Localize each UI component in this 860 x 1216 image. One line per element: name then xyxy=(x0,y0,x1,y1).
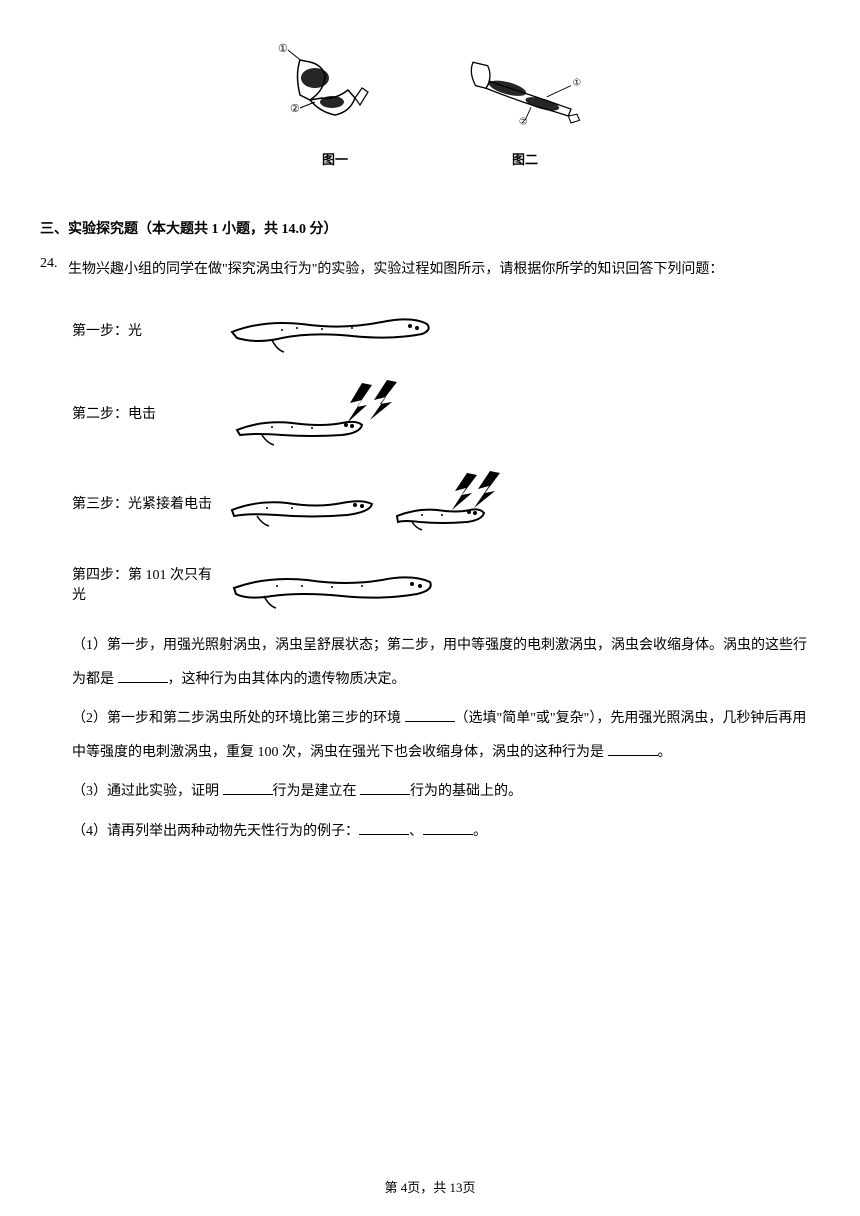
page-footer: 第 4页，共 13页 xyxy=(0,1177,860,1196)
sub-questions: （1）第一步，用强光照射涡虫，涡虫呈舒展状态；第二步，用中等强度的电刺激涡虫，涡… xyxy=(40,629,820,849)
sub-q4: （4）请再列举出两种动物先天性行为的例子： 、 。 xyxy=(72,815,820,849)
blank-field[interactable] xyxy=(359,821,409,835)
figure-one: ① ② 图一 xyxy=(270,40,400,168)
worm-contracted-icon xyxy=(222,556,452,611)
blank-field[interactable] xyxy=(423,821,473,835)
section-title: 三、实验探究题（本大题共 1 小题，共 14.0 分） xyxy=(40,218,820,238)
figure-two: ① ② 图二 xyxy=(460,40,590,168)
q1-text-2: ，这种行为由其体内的遗传物质决定。 xyxy=(168,672,406,687)
worm-stretched-icon xyxy=(222,302,442,357)
blank-field[interactable] xyxy=(405,708,455,722)
question-intro: 生物兴趣小组的同学在做"探究涡虫行为"的实验，实验过程如图所示，请根据你所学的知… xyxy=(68,256,820,284)
step-4-label: 第四步：第 101 次只有光 xyxy=(72,564,222,604)
q3-text-2: 行为是建立在 xyxy=(273,784,361,799)
q4-text-2: 、 xyxy=(409,824,423,839)
marker-2: ② xyxy=(290,103,300,115)
blank-field[interactable] xyxy=(118,669,168,683)
figure-one-label: 图一 xyxy=(270,149,400,168)
figure-two-label: 图二 xyxy=(460,149,590,168)
step-1-row: 第一步：光 xyxy=(40,302,820,357)
step-3-row: 第三步：光紧接着电击 xyxy=(40,468,820,538)
arm-flexed-icon: ① ② xyxy=(270,40,400,140)
marker-1b: ① xyxy=(573,78,582,89)
arm-extended-icon: ① ② xyxy=(460,40,590,140)
q4-text-1: （4）请再列举出两种动物先天性行为的例子： xyxy=(72,824,359,839)
question-number: 24. xyxy=(40,256,68,272)
worm-light-shock-icon xyxy=(222,468,532,538)
q3-text-3: 行为的基础上的。 xyxy=(410,784,522,799)
q4-text-3: 。 xyxy=(473,824,487,839)
step-3-label: 第三步：光紧接着电击 xyxy=(72,493,222,513)
question-24: 24. 生物兴趣小组的同学在做"探究涡虫行为"的实验，实验过程如图所示，请根据你… xyxy=(40,256,820,284)
blank-field[interactable] xyxy=(360,781,410,795)
step-4-row: 第四步：第 101 次只有光 xyxy=(40,556,820,611)
blank-field[interactable] xyxy=(223,781,273,795)
sub-q1: （1）第一步，用强光照射涡虫，涡虫呈舒展状态；第二步，用中等强度的电刺激涡虫，涡… xyxy=(72,629,820,696)
top-figures-container: ① ② 图一 ① ② 图二 xyxy=(40,40,820,168)
sub-q2: （2）第一步和第二步涡虫所处的环境比第三步的环境 （选填"简单"或"复杂"），先… xyxy=(72,702,820,769)
worm-shock-icon xyxy=(222,375,442,450)
q2-text-1: （2）第一步和第二步涡虫所处的环境比第三步的环境 xyxy=(72,711,405,726)
q2-text-3: 。 xyxy=(658,745,672,760)
step-1-label: 第一步：光 xyxy=(72,320,222,340)
sub-q3: （3）通过此实验，证明 行为是建立在 行为的基础上的。 xyxy=(72,775,820,809)
step-2-row: 第二步：电击 xyxy=(40,375,820,450)
q3-text-1: （3）通过此实验，证明 xyxy=(72,784,223,799)
step-2-label: 第二步：电击 xyxy=(72,403,222,423)
marker-1: ① xyxy=(278,43,288,55)
marker-2b: ② xyxy=(519,117,528,128)
blank-field[interactable] xyxy=(608,742,658,756)
